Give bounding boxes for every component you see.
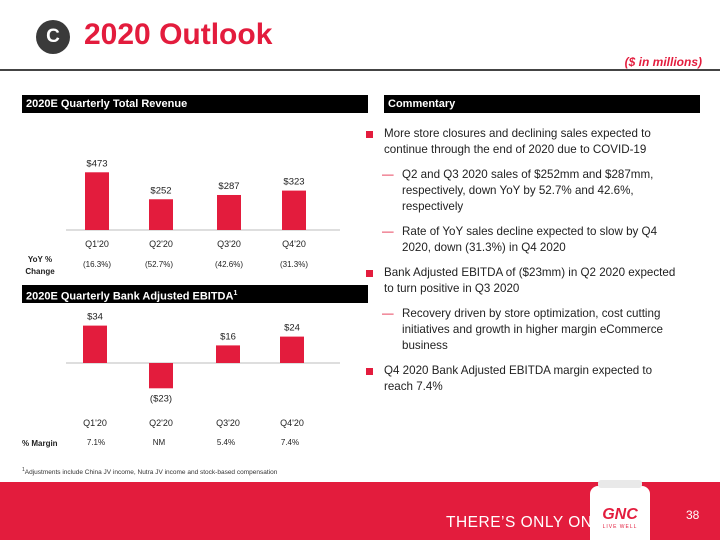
section-badge-letter: C bbox=[46, 26, 60, 47]
yoy-row-label-line1: YoY % bbox=[27, 255, 53, 264]
bar-Q320 bbox=[217, 194, 241, 230]
footnote: 1Adjustments include China JV income, Nu… bbox=[22, 467, 277, 476]
bullet-text: Q4 2020 Bank Adjusted EBITDA margin expe… bbox=[384, 364, 653, 393]
footnote-text: Adjustments include China JV income, Nut… bbox=[24, 469, 278, 477]
ebitda-section-title: 2020E Quarterly Bank Adjusted EBITDA bbox=[26, 290, 234, 303]
data-label: $323 bbox=[283, 177, 304, 188]
subbullet-text: Recovery driven by store optimization, c… bbox=[402, 307, 663, 352]
data-label: $16 bbox=[220, 331, 236, 342]
commentary-bullet: Q4 2020 Bank Adjusted EBITDA margin expe… bbox=[336, 363, 680, 395]
commentary-subbullet: — Rate of YoY sales decline expected to s… bbox=[336, 224, 680, 256]
commentary-subbullet: — Recovery driven by store optimization, … bbox=[336, 306, 680, 354]
data-label: $24 bbox=[284, 323, 300, 334]
bullet-square-icon bbox=[366, 131, 373, 138]
yoy-value-q1: (16.3%) bbox=[82, 260, 111, 269]
margin-value-q1: 7.1% bbox=[86, 438, 106, 447]
page-title: 2020 Outlook bbox=[84, 18, 273, 51]
page-number: 38 bbox=[686, 508, 700, 522]
x-tick-label: Q4'20 bbox=[282, 239, 306, 249]
bar-Q220 bbox=[149, 363, 173, 389]
commentary-body: More store closures and declining sales … bbox=[336, 126, 680, 404]
bullet-text: More store closures and declining sales … bbox=[384, 127, 651, 156]
ebitda-section-header: 2020E Quarterly Bank Adjusted EBITDA1 bbox=[22, 285, 368, 303]
data-label: $473 bbox=[86, 158, 107, 169]
yoy-row-label-line2: Change bbox=[25, 267, 55, 276]
commentary-bullet: More store closures and declining sales … bbox=[336, 126, 680, 158]
bar-Q220 bbox=[149, 199, 173, 230]
margin-row-label: % Margin bbox=[22, 439, 58, 448]
margin-value-q3: 5.4% bbox=[216, 438, 236, 447]
yoy-value-q2: (52.7%) bbox=[144, 260, 173, 269]
bar-Q420 bbox=[282, 190, 306, 230]
dash-icon: — bbox=[382, 168, 394, 181]
margin-value-q4: 7.4% bbox=[280, 438, 300, 447]
bullet-square-icon bbox=[366, 368, 373, 375]
x-tick-label: Q2'20 bbox=[149, 239, 173, 249]
x-tick-label: Q4'20 bbox=[280, 418, 304, 428]
x-tick-label: Q1'20 bbox=[83, 418, 107, 428]
section-badge: C bbox=[36, 20, 70, 54]
data-label: $34 bbox=[87, 312, 103, 323]
x-tick-label: Q3'20 bbox=[216, 418, 240, 428]
title-divider bbox=[0, 69, 720, 71]
x-tick-label: Q3'20 bbox=[217, 239, 241, 249]
gnc-bottle-logo: GNC LIVE WELL bbox=[590, 480, 650, 540]
bullet-text: Bank Adjusted EBITDA of ($23mm) in Q2 20… bbox=[384, 266, 676, 295]
revenue-section-header: 2020E Quarterly Total Revenue bbox=[22, 95, 368, 113]
ebitda-footnote-marker: 1 bbox=[233, 290, 238, 297]
data-label: $287 bbox=[218, 181, 239, 192]
ebitda-chart: $34 Q1'20 ($23) Q2'20 $16 Q3'20 $24 Q4'20 bbox=[66, 312, 340, 428]
x-tick-label: Q1'20 bbox=[85, 239, 109, 249]
footer-tagline: THERE’S ONLY ONE bbox=[446, 514, 604, 531]
brand-logo-subtext: LIVE WELL bbox=[602, 524, 638, 530]
bar-Q120 bbox=[83, 325, 107, 363]
yoy-value-q3: (42.6%) bbox=[214, 260, 243, 269]
units-note: ($ in millions) bbox=[624, 55, 702, 69]
bottle-cap bbox=[598, 480, 642, 488]
bar-Q120 bbox=[85, 172, 109, 230]
data-label: ($23) bbox=[150, 393, 172, 404]
bullet-square-icon bbox=[366, 270, 373, 277]
subbullet-text: Rate of YoY sales decline expected to sl… bbox=[402, 225, 658, 254]
dash-icon: — bbox=[382, 225, 394, 238]
revenue-chart: $473 Q1'20 $252 Q2'20 $287 Q3'20 $323 Q4'20 bbox=[66, 158, 340, 249]
bar-Q420 bbox=[280, 336, 304, 363]
bar-Q320 bbox=[216, 345, 240, 363]
commentary-subbullet: — Q2 and Q3 2020 sales of $252mm and $287… bbox=[336, 167, 680, 215]
yoy-row-label: YoY % Change bbox=[22, 254, 58, 278]
subbullet-text: Q2 and Q3 2020 sales of $252mm and $287m… bbox=[402, 168, 654, 213]
commentary-list: More store closures and declining sales … bbox=[336, 126, 680, 395]
commentary-bullet: Bank Adjusted EBITDA of ($23mm) in Q2 20… bbox=[336, 265, 680, 297]
footnote-marker: 1 bbox=[22, 467, 25, 473]
data-label: $252 bbox=[150, 185, 171, 196]
yoy-value-q4: (31.3%) bbox=[279, 260, 308, 269]
brand-logo-text: GNC bbox=[602, 506, 638, 523]
margin-value-q2: NM bbox=[152, 438, 166, 447]
x-tick-label: Q2'20 bbox=[149, 418, 173, 428]
dash-icon: — bbox=[382, 307, 394, 320]
commentary-header: Commentary bbox=[384, 95, 700, 113]
